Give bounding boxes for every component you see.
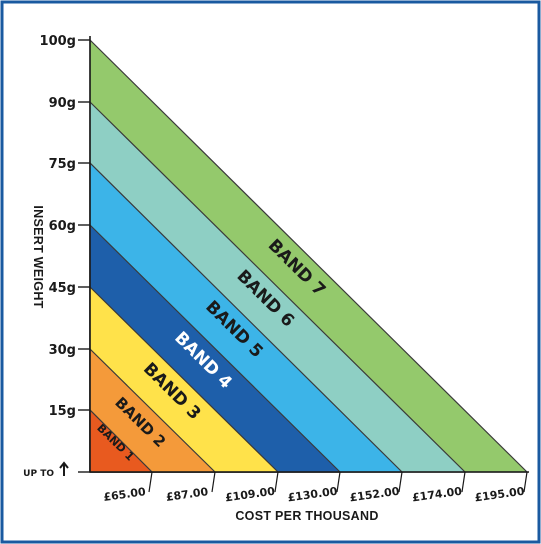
y-tick-label: 75g <box>49 157 76 172</box>
x-tick-mark <box>148 471 153 493</box>
bands-layer <box>89 38 529 473</box>
x-tick-mark <box>274 471 279 493</box>
x-tick-mark <box>461 471 466 493</box>
y-tick-label: 100g <box>40 34 76 49</box>
x-axis-title: COST PER THOUSAND <box>235 509 378 523</box>
y-tick-label: 60g <box>49 219 76 234</box>
x-tick-mark <box>336 471 341 493</box>
y-tick-label: UP TO <box>23 469 54 479</box>
up-arrow-icon <box>59 461 69 476</box>
axes-layer <box>89 36 529 473</box>
x-tick-mark <box>211 471 216 493</box>
x-tick-mark <box>523 471 528 493</box>
x-tick-mark <box>398 471 403 493</box>
y-tick-label: 90g <box>49 96 76 111</box>
y-tick-label: 30g <box>49 343 76 358</box>
y-tick-label: 45g <box>49 281 76 296</box>
x-tick-label: £87.00 <box>165 485 209 504</box>
x-tick-label: £65.00 <box>103 485 147 504</box>
y-axis-title: INSERT WEIGHT <box>31 205 45 308</box>
y-tick-label: 15g <box>49 404 76 419</box>
